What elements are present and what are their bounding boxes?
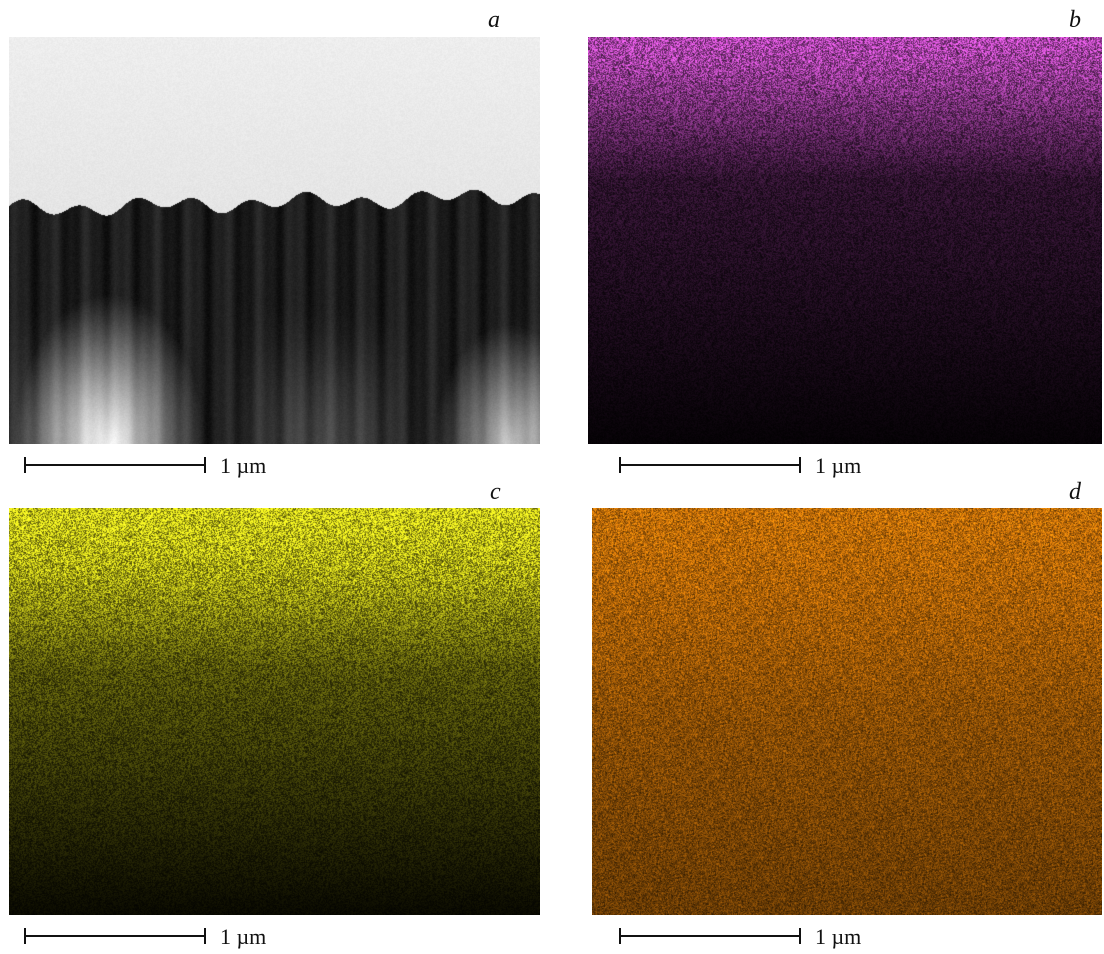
- scale-bar-label: 1 µm: [220, 924, 267, 949]
- scale-bar: 1 µm: [619, 924, 861, 949]
- panel-label: c: [490, 479, 501, 505]
- panel-label: b: [1069, 7, 1081, 33]
- panel-d: d 1 µm: [552, 477, 1104, 954]
- panel-label: d: [1069, 479, 1081, 505]
- panel-c: c 1 µm: [0, 477, 552, 954]
- panel-label: a: [488, 7, 500, 33]
- scale-bar: 1 µm: [619, 453, 861, 478]
- scale-bar: 1 µm: [24, 924, 266, 949]
- scale-bar-label: 1 µm: [815, 924, 862, 949]
- panel-a: a 1 µm: [0, 0, 552, 478]
- panel-b: b 1 µm: [552, 0, 1104, 478]
- eds-map-magenta: [588, 37, 1102, 444]
- eds-map-yellow: [9, 508, 540, 915]
- scale-bar-label: 1 µm: [815, 453, 862, 478]
- eds-map-orange: [592, 508, 1102, 915]
- sem-image: [9, 37, 540, 444]
- scale-bar-label: 1 µm: [220, 453, 267, 478]
- scale-bar: 1 µm: [24, 453, 266, 478]
